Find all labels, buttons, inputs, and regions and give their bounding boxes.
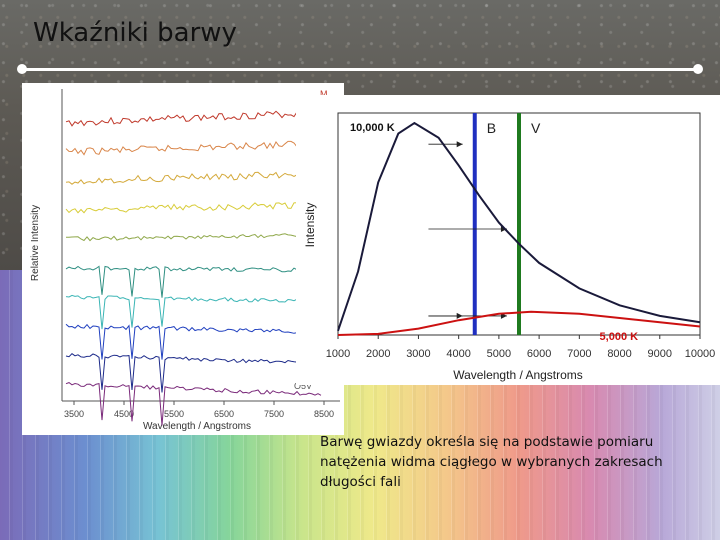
spectrum-trace <box>65 382 322 426</box>
series-line <box>337 310 701 336</box>
spectra-x-tick-label: 6500 <box>214 409 234 419</box>
filter-band-label: B <box>487 120 496 136</box>
spectrum-trace <box>65 200 322 214</box>
chart-x-tick-label: 7000 <box>567 348 591 360</box>
spectrum-trace <box>65 171 322 185</box>
spectrum-trace <box>65 109 322 127</box>
chart-xlabel: Wavelength / Angstroms <box>453 368 583 382</box>
blackbody-chart-svg: Intensity Wavelength / Angstroms 1000 200… <box>303 112 716 382</box>
chart-series: 10,000 K 5,000 K <box>337 121 701 343</box>
chart-ylabel: Intensity <box>303 203 317 248</box>
title-rule <box>22 68 698 71</box>
chart-x-ticks: 1000 2000 3000 4000 5000 6000 7000 8000 9000 1000… <box>326 335 716 360</box>
stellar-spectra-svg: Relative Intensity Wavelength / Angstrom… <box>30 89 340 432</box>
spectrum-trace <box>66 233 322 242</box>
spectra-x-tick-label: 3500 <box>64 409 84 419</box>
measurement-arrowhead <box>456 141 463 148</box>
chart-x-tick-label: 3000 <box>406 348 430 360</box>
blackbody-chart: Intensity Wavelength / Angstroms 1000 200… <box>296 95 720 385</box>
spectrum-trace <box>65 294 322 330</box>
chart-x-tick-label: 6000 <box>527 348 551 360</box>
chart-x-tick-label: 9000 <box>648 348 672 360</box>
series-label: 5,000 K <box>600 331 639 343</box>
slide-title: Wkaźniki barwy <box>33 18 237 48</box>
chart-x-tick-label: 5000 <box>487 348 511 360</box>
spectra-x-tick-label: 4500 <box>114 409 134 419</box>
spectrum-trace <box>65 323 322 360</box>
series-label: 10,000 K <box>350 122 395 134</box>
spectra-x-tick-label: 5500 <box>164 409 184 419</box>
spectra-bottom-class-label: O5V <box>294 381 312 391</box>
spectrum-trace <box>65 140 322 156</box>
spectra-x-tick-label: 8500 <box>314 409 334 419</box>
spectra-x-tick-label: 7500 <box>264 409 284 419</box>
chart-x-tick-label: 8000 <box>607 348 631 360</box>
spectrum-trace <box>65 265 322 298</box>
chart-x-tick-label: 1000 <box>326 348 350 360</box>
chart-x-tick-label: 2000 <box>366 348 390 360</box>
chart-x-tick-label: 10000 <box>685 348 716 360</box>
rule-end-dot-right <box>693 64 703 74</box>
stellar-spectra-figure: Relative Intensity Wavelength / Angstrom… <box>22 83 344 435</box>
spectrum-trace <box>65 353 322 393</box>
chart-x-tick-label: 4000 <box>446 348 470 360</box>
slide-caption: Barwę gwiazdy określa się na podstawie p… <box>320 434 663 490</box>
series-line <box>337 121 701 332</box>
spectra-top-class-label: M <box>320 89 328 99</box>
spectra-ylabel: Relative Intensity <box>30 205 41 281</box>
filter-band-label: V <box>531 120 541 136</box>
spectra-lines <box>65 109 322 426</box>
spectra-x-ticks: 3500 4500 5500 6500 7500 8500 <box>64 401 334 419</box>
spectra-xlabel: Wavelength / Angstroms <box>143 421 251 432</box>
rule-end-dot-left <box>17 64 27 74</box>
